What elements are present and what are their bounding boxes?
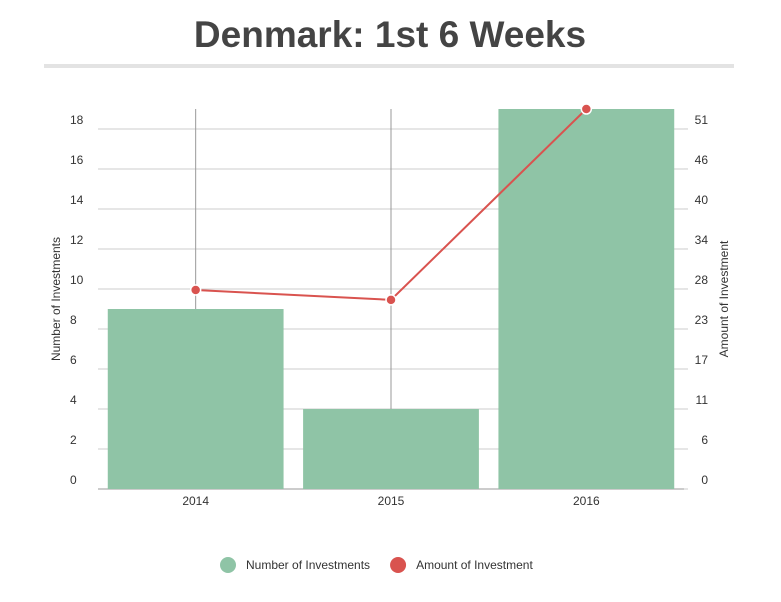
y2-tick-label: 28: [695, 273, 709, 287]
y2-axis-title: Amount of Investment: [717, 240, 731, 357]
y-tick-label: 0: [70, 473, 77, 487]
y2-tick-label: 11: [696, 393, 709, 407]
y-tick-label: 14: [70, 193, 84, 207]
bar: [498, 109, 675, 489]
line-point: [189, 284, 202, 296]
x-tick-label: 2014: [182, 494, 209, 508]
y-tick-label: 2: [70, 433, 77, 447]
y2-tick-label: 40: [695, 193, 709, 207]
y2-tick-label: 46: [695, 153, 709, 167]
legend-label: Number of Investments: [246, 558, 370, 572]
line-point: [385, 294, 397, 306]
line-point: [580, 103, 593, 115]
y-tick-label: 6: [70, 353, 77, 367]
chart-title: Denmark: 1st 6 Weeks: [194, 14, 586, 55]
y-tick-label: 4: [70, 393, 77, 407]
y-tick-label: 12: [70, 233, 84, 247]
y2-tick-label: 6: [701, 433, 708, 447]
y2-tick-label: 34: [695, 233, 709, 247]
y-tick-label: 8: [70, 313, 77, 327]
y2-tick-label: 17: [695, 353, 709, 367]
legend-swatch: [390, 557, 407, 573]
bar: [303, 409, 479, 489]
x-tick-label: 2016: [573, 494, 600, 508]
y-tick-label: 16: [70, 153, 84, 167]
y2-tick-label: 23: [695, 313, 709, 327]
legend-label: Amount of Investment: [416, 558, 533, 572]
y-axis-title: Number of Investments: [49, 237, 63, 361]
bar: [107, 309, 284, 489]
y-tick-label: 18: [70, 113, 84, 127]
x-tick-label: 2015: [378, 494, 405, 508]
title-rule: [44, 64, 734, 68]
y2-tick-label: 0: [701, 473, 708, 487]
y2-tick-label: 51: [695, 113, 709, 127]
y-tick-label: 10: [70, 273, 84, 287]
legend-swatch: [220, 557, 236, 573]
